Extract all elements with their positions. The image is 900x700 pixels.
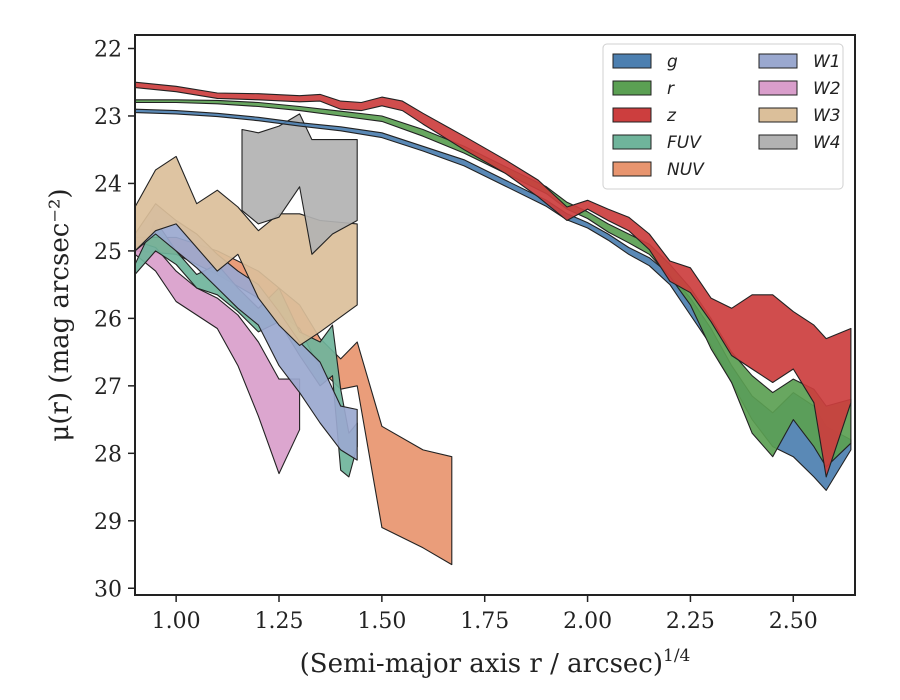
legend-swatch-g	[612, 53, 652, 69]
profile-bands	[135, 81, 852, 566]
legend-box	[602, 43, 844, 190]
y-tick-label: 22	[94, 37, 122, 62]
band-g	[135, 108, 852, 491]
x-tick-label: 1.75	[460, 609, 509, 634]
legend-swatch-w4	[758, 134, 798, 150]
legend-swatch-nuv	[612, 161, 652, 177]
legend-label-fuv: FUV	[667, 133, 702, 153]
legend-swatch-z	[612, 107, 652, 123]
y-tick-label: 30	[94, 577, 122, 602]
x-axis-label-exponent: 1/4	[663, 646, 690, 666]
legend-swatch-w3	[758, 107, 798, 123]
legend-swatch-r	[612, 80, 652, 96]
legend-label-w4: W4	[813, 133, 841, 153]
legend-label-r: r	[667, 79, 675, 99]
x-tick-label: 1.50	[357, 609, 406, 634]
y-tick-label: 28	[94, 442, 122, 467]
y-tick-label: 27	[94, 375, 122, 400]
y-tick-label: 26	[94, 307, 122, 332]
y-tick-label: 23	[94, 105, 122, 130]
legend-label-w1: W1	[813, 52, 841, 72]
x-tick-label: 1.00	[152, 609, 201, 634]
axis-ticks: 1.00 1.25 1.50 1.75 2.00 2.25 2.50 22 23 24 25 26 27…	[94, 37, 818, 634]
legend-label-nuv: NUV	[667, 160, 705, 180]
x-tick-label: 1.25	[255, 609, 304, 634]
plot-frame	[134, 34, 856, 596]
legend-label-w3: W3	[813, 106, 841, 126]
y-axis-label: μ(r) (mag arcsec⁻²)	[45, 188, 75, 441]
band-w3	[135, 155, 358, 346]
legend-swatch-w2	[758, 80, 798, 96]
y-tick-label: 24	[94, 172, 122, 197]
x-tick-label: 2.00	[563, 609, 612, 634]
legend-label-w2: W2	[813, 79, 841, 99]
legend-label-g: g	[667, 52, 678, 72]
y-tick-label: 29	[94, 510, 122, 535]
x-tick-label: 2.50	[769, 609, 818, 634]
x-axis-label: (Semi-major axis r / arcsec)1/4	[300, 646, 691, 679]
legend-swatch-w1	[758, 53, 798, 69]
x-tick-label: 2.25	[666, 609, 715, 634]
legend-label-z: z	[666, 106, 677, 126]
y-tick-label: 25	[94, 240, 122, 265]
legend-swatch-fuv	[612, 134, 652, 150]
plot-border	[134, 34, 856, 596]
legend: grz FUV NUV W1 W2 W3 W4	[602, 43, 844, 190]
x-axis-label-text: (Semi-major axis r / arcsec)	[300, 649, 663, 679]
band-z	[135, 81, 852, 478]
